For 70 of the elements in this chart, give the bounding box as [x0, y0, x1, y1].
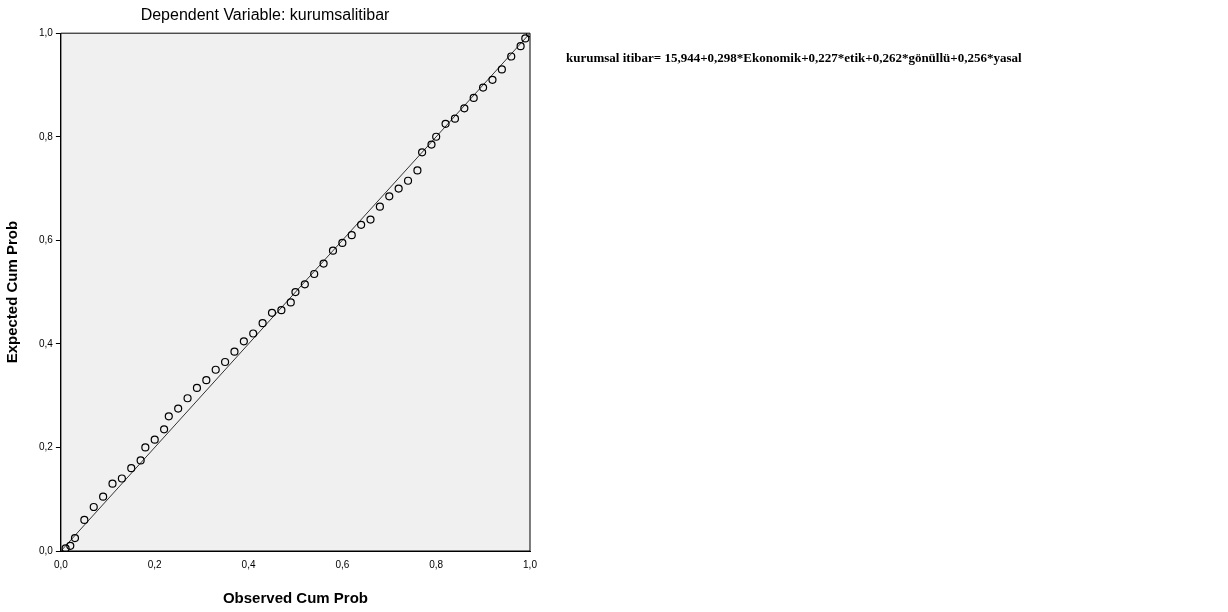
point: [488, 75, 497, 84]
point: [366, 215, 375, 224]
point: [127, 464, 136, 473]
point: [375, 202, 384, 211]
x-tick-label: 0,4: [241, 558, 256, 570]
point: [117, 474, 126, 483]
y-tick-label: 0,6: [39, 234, 54, 246]
x-tick-label: 1,0: [523, 558, 538, 570]
point: [347, 231, 356, 240]
y-tick-label: 0,2: [39, 441, 54, 453]
point: [150, 435, 159, 444]
point: [385, 192, 394, 201]
point: [460, 104, 469, 113]
point: [258, 319, 267, 328]
point: [211, 365, 220, 374]
point: [66, 541, 75, 550]
point: [141, 443, 150, 452]
point: [183, 394, 192, 403]
point: [291, 288, 300, 297]
x-tick-label: 0,0: [53, 558, 69, 570]
point: [403, 176, 413, 185]
point: [267, 308, 277, 317]
point: [160, 425, 169, 434]
point: [497, 65, 506, 74]
y-tick-label: 0,0: [39, 544, 54, 556]
point: [286, 298, 295, 307]
point: [174, 404, 183, 413]
point: [357, 220, 366, 229]
x-tick-label: 0,2: [147, 558, 163, 570]
point: [249, 329, 258, 338]
point: [239, 337, 248, 346]
point: [328, 246, 338, 255]
y-tick-label: 1,0: [39, 26, 54, 38]
point: [516, 42, 525, 51]
point: [310, 269, 319, 279]
point: [418, 148, 427, 157]
point: [441, 119, 450, 128]
point: [319, 259, 328, 268]
point: [432, 132, 441, 141]
point: [220, 357, 230, 367]
point: [70, 533, 80, 543]
point: [99, 492, 108, 501]
point: [192, 383, 202, 392]
point: [202, 376, 211, 385]
point: [61, 544, 70, 551]
point: [300, 280, 309, 289]
x-tick-label: 0,6: [335, 558, 350, 570]
point: [277, 306, 286, 315]
point: [469, 93, 478, 103]
point: [338, 238, 347, 248]
chart-title: Dependent Variable: kurumsalitibar: [140, 6, 391, 24]
point: [80, 515, 89, 525]
point: [521, 34, 530, 43]
point: [507, 52, 516, 61]
point: [478, 83, 488, 92]
text: kurumsal itibar= 15,944+0,298*Ekonomik+0,227*etik+0,262*gönüllü+0,256*yasal: [566, 50, 1022, 66]
y-axis-title: Expected Cum Prob: [3, 220, 21, 364]
point: [413, 166, 422, 175]
y-tick-label: 0,4: [39, 337, 54, 349]
point: [136, 456, 145, 465]
x-tick-label: 0,8: [429, 558, 444, 570]
point: [164, 412, 173, 421]
y-tick-label: 0,8: [39, 130, 54, 142]
x-axis-title: Observed Cum Prob: [222, 589, 368, 607]
point: [89, 502, 98, 512]
point: [108, 479, 117, 488]
point: [394, 184, 403, 193]
point: [450, 114, 460, 123]
point: [230, 347, 239, 356]
point: [427, 140, 436, 149]
